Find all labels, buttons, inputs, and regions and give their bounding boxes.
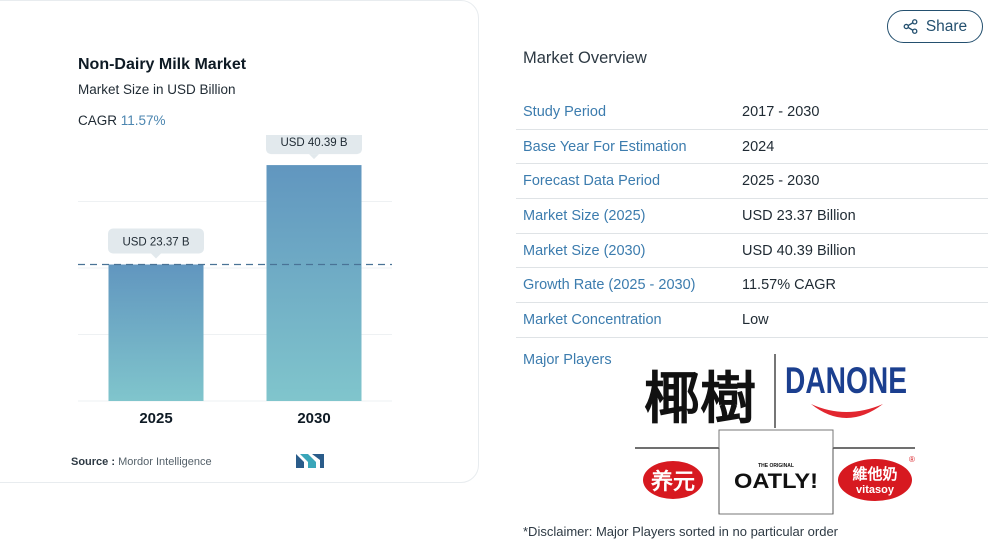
overview-row-forecast-period: Forecast Data Period 2025 - 2030 bbox=[516, 164, 988, 200]
svg-text:®: ® bbox=[909, 455, 915, 464]
overview-value: 2017 - 2030 bbox=[742, 103, 820, 120]
cagr-text: CAGR 11.57% bbox=[78, 113, 166, 128]
overview-label: Growth Rate (2025 - 2030) bbox=[523, 277, 696, 294]
svg-text:椰樹: 椰樹 bbox=[644, 367, 756, 432]
chart-title: Non-Dairy Milk Market bbox=[78, 56, 247, 73]
overview-title: Market Overview bbox=[523, 49, 647, 67]
overview-row-market-size-2030: Market Size (2030) USD 40.39 Billion bbox=[516, 234, 988, 269]
category-label: 2030 bbox=[297, 410, 330, 427]
overview-row-concentration: Market Concentration Low bbox=[516, 303, 988, 338]
bar-2030 bbox=[266, 165, 362, 401]
overview-row-growth-rate: Growth Rate (2025 - 2030) 11.57% CAGR bbox=[516, 268, 988, 304]
oatly-logo-icon: THE ORIGINAL OATLY! bbox=[734, 463, 818, 493]
overview-value: 2025 - 2030 bbox=[742, 173, 820, 190]
disclaimer: *Disclaimer: Major Players sorted in no … bbox=[523, 524, 839, 539]
cagr-value: 11.57% bbox=[120, 113, 166, 128]
overview-label: Forecast Data Period bbox=[523, 173, 661, 190]
data-label-pointer bbox=[309, 154, 319, 160]
overview-row-market-size-2025: Market Size (2025) USD 23.37 Billion bbox=[516, 199, 988, 234]
data-label: USD 40.39 B bbox=[280, 137, 347, 149]
share-label: Share bbox=[925, 17, 968, 35]
overview-label: Market Size (2030) bbox=[523, 242, 646, 259]
overview-row-base-year: Base Year For Estimation 2024 bbox=[516, 130, 988, 165]
source-name: Mordor Intelligence bbox=[118, 456, 212, 468]
overview-label: Study Period bbox=[523, 103, 607, 120]
danone-logo-icon: DANONE bbox=[785, 360, 907, 418]
overview-label: Market Size (2025) bbox=[523, 207, 646, 224]
overview-label: Market Concentration bbox=[523, 311, 662, 328]
bar-chart: USD 23.37 B 2025 USD 40.39 B 2030 bbox=[78, 135, 392, 427]
overview-label: Base Year For Estimation bbox=[523, 138, 687, 155]
chart-subtitle: Market Size in USD Billion bbox=[78, 82, 236, 97]
overview-value: USD 23.37 Billion bbox=[742, 207, 856, 224]
data-label: USD 23.37 B bbox=[122, 236, 189, 248]
svg-text:DANONE: DANONE bbox=[785, 360, 907, 401]
category-label: 2025 bbox=[139, 410, 172, 427]
overview-value: USD 40.39 Billion bbox=[742, 242, 856, 259]
source-text: Source : Mordor Intelligence bbox=[71, 456, 212, 468]
overview-value: 2024 bbox=[742, 138, 775, 155]
overview-value: 11.57% CAGR bbox=[742, 277, 837, 294]
yangyuan-logo-icon: 养元 bbox=[643, 461, 703, 499]
data-label-box bbox=[108, 228, 204, 254]
overview-value: Low bbox=[742, 311, 769, 328]
coconut-palm-logo-icon: 椰樹 bbox=[644, 367, 756, 432]
svg-text:养元: 养元 bbox=[650, 469, 695, 495]
major-players-label: Major Players bbox=[523, 352, 612, 368]
data-label-pointer bbox=[151, 253, 161, 259]
svg-text:THE ORIGINAL: THE ORIGINAL bbox=[758, 463, 794, 469]
svg-text:維他奶: 維他奶 bbox=[852, 465, 897, 483]
major-players-logos: 椰樹 DANONE 养元 THE ORIGINAL OATLY! 維他奶 vit… bbox=[635, 354, 915, 515]
svg-text:OATLY!: OATLY! bbox=[734, 470, 818, 493]
overview-row-study-period: Study Period 2017 - 2030 bbox=[516, 95, 988, 130]
bar-2025 bbox=[108, 264, 204, 401]
share-button[interactable]: Share bbox=[887, 10, 983, 43]
svg-text:vitasoy: vitasoy bbox=[856, 484, 895, 496]
overview-table: Study Period 2017 - 2030 Base Year For E… bbox=[516, 95, 988, 338]
chart-card bbox=[0, 0, 479, 483]
vitasoy-logo-icon: 維他奶 vitasoy ® bbox=[838, 455, 915, 501]
mordor-logo-icon bbox=[296, 454, 324, 468]
share-icon bbox=[903, 19, 918, 34]
data-label-box bbox=[266, 135, 362, 155]
cagr-label: CAGR bbox=[78, 113, 118, 128]
source-label: Source : bbox=[71, 456, 116, 468]
